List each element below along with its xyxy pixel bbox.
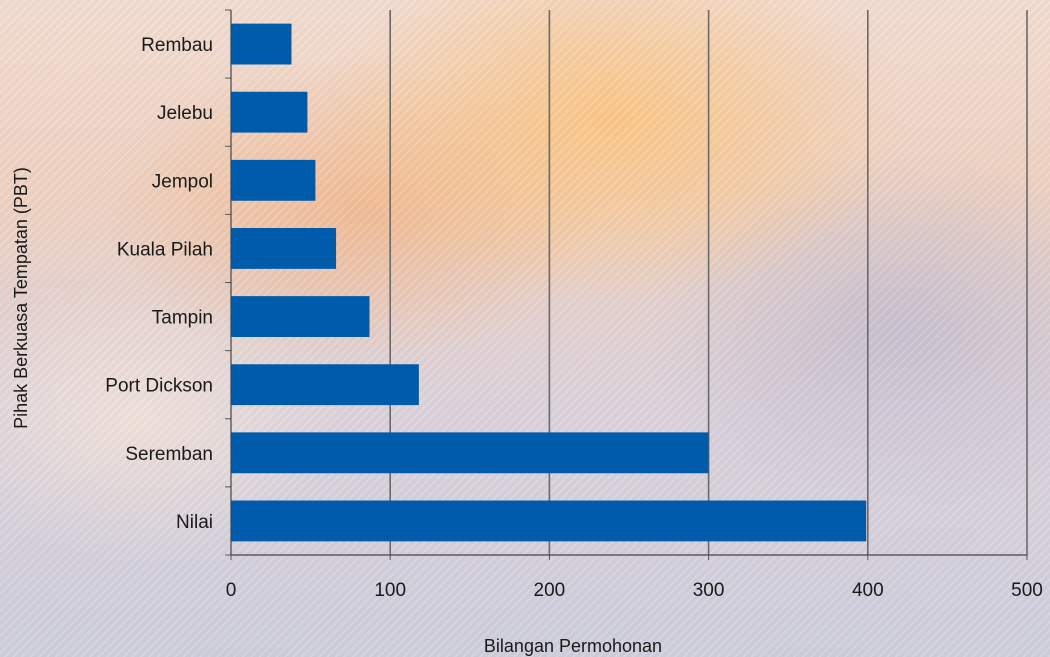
x-tick-label: 300 — [693, 580, 725, 601]
bar-rembau — [231, 23, 292, 65]
category-label: Kuala Pilah — [117, 239, 213, 260]
category-label: Jelebu — [157, 103, 213, 124]
category-label: Nilai — [176, 512, 213, 533]
bar-tampin — [231, 296, 370, 337]
x-tick-label: 400 — [852, 580, 884, 601]
x-axis-title: Bilangan Permohonan — [484, 636, 662, 656]
bar-seremban — [231, 432, 709, 474]
x-tick-label: 500 — [1011, 580, 1043, 601]
bar-nilai — [231, 500, 867, 542]
axes — [225, 9, 1028, 560]
bar-jempol — [231, 159, 316, 201]
labels: 0 100 200 300 400 500 Rembau Jelebu Jempol Kuala … — [105, 35, 1043, 601]
x-tick-label: 0 — [226, 580, 237, 601]
category-label: Port Dickson — [105, 376, 213, 397]
category-label: Rembau — [141, 35, 213, 56]
bar-kuala-pilah — [231, 228, 337, 269]
y-axis-title: Pihak Berkuasa Tempatan (PBT) — [11, 167, 31, 429]
bar-port-dickson — [231, 364, 419, 406]
category-label: Seremban — [125, 444, 213, 465]
x-tick-label: 200 — [534, 580, 566, 601]
x-tick-label: 100 — [374, 580, 406, 601]
category-label: Tampin — [152, 308, 213, 329]
bar-jelebu — [231, 91, 308, 133]
bars — [231, 23, 867, 542]
category-label: Jempol — [152, 171, 213, 192]
